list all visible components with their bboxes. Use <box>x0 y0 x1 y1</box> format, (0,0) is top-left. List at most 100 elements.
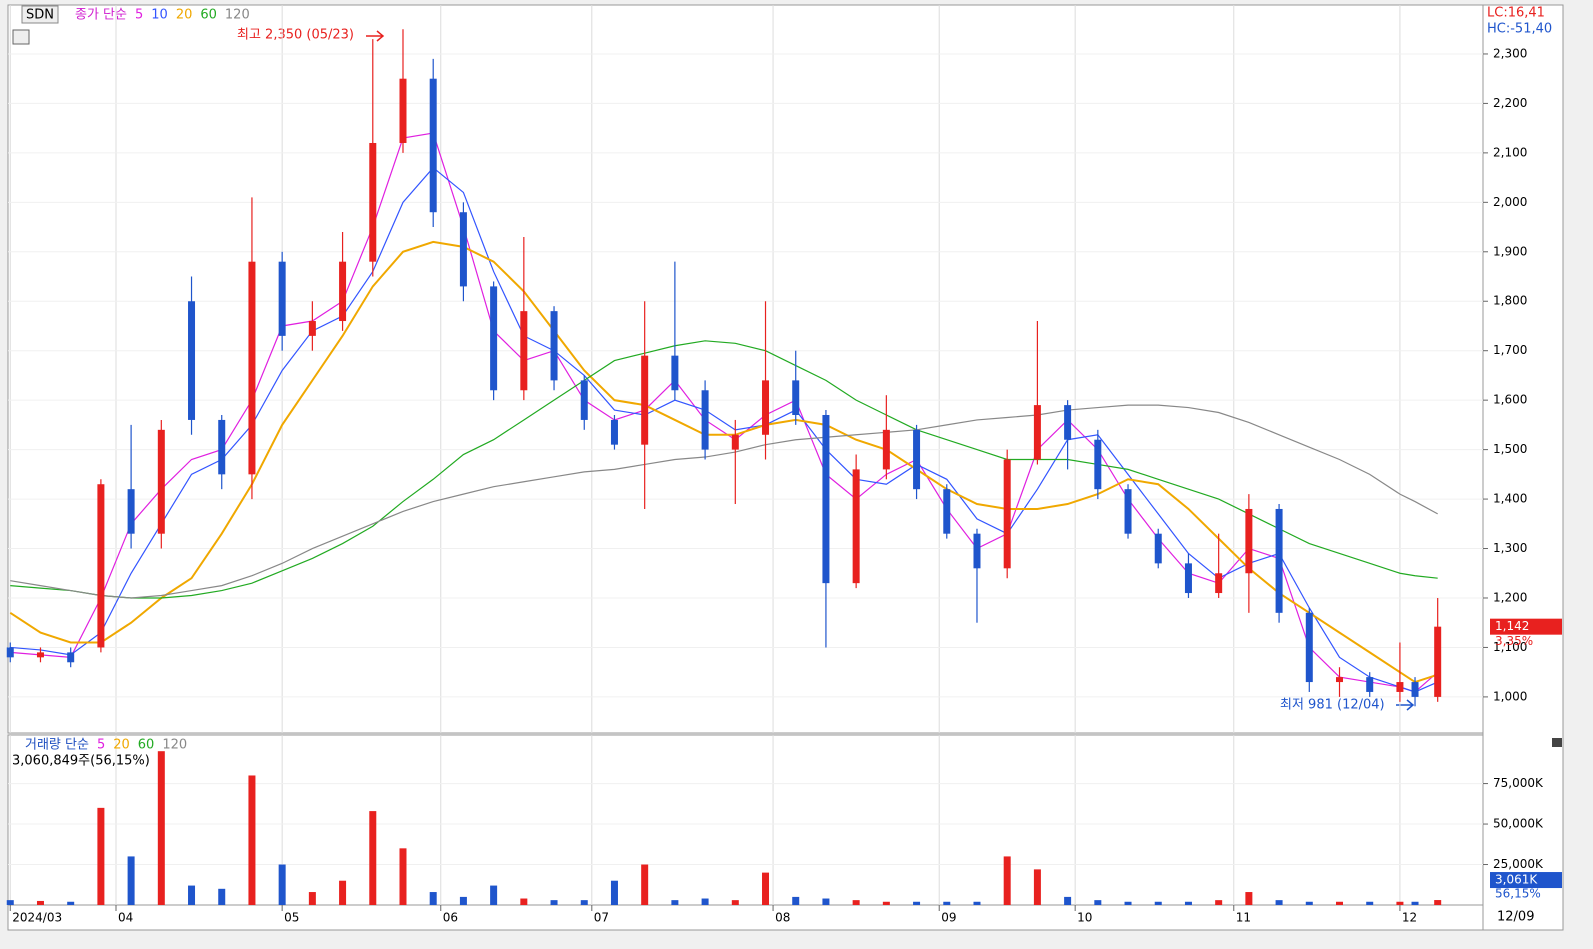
legend-entry: 20 <box>176 8 193 23</box>
candle-body <box>1336 677 1344 683</box>
y-tick-label: 1,200 <box>1493 590 1527 604</box>
x-tick-label: 11 <box>1236 911 1251 925</box>
low-annotation: 최저 981 (12/04) <box>1280 698 1385 713</box>
volume-bar <box>671 900 679 905</box>
volume-bar <box>520 898 528 905</box>
volume-bar <box>550 900 558 905</box>
candle-body <box>610 419 618 445</box>
volume-bar <box>1033 869 1041 905</box>
volume-bar <box>1366 901 1374 905</box>
candle-body <box>399 78 407 143</box>
volume-bar <box>1275 900 1283 905</box>
candle-body <box>1366 677 1374 692</box>
y-tick-label: 75,000K <box>1493 776 1544 790</box>
volume-bar <box>580 900 588 905</box>
volume-bar <box>731 900 739 905</box>
volume-bar <box>429 892 437 905</box>
volume-bar <box>943 901 951 905</box>
volume-bar <box>762 872 770 905</box>
candle-body <box>822 414 830 584</box>
candle-body <box>308 321 316 336</box>
arrow <box>366 30 385 42</box>
volume-bar <box>248 775 256 905</box>
volume-bar <box>1154 901 1162 905</box>
x-tick-label: 2024/03 <box>12 911 62 925</box>
price-panel <box>7 4 1484 734</box>
volume-panel <box>7 734 1484 906</box>
y-tick-label: 2,000 <box>1493 195 1527 209</box>
y-tick-label: 2,200 <box>1493 96 1527 110</box>
candle-body <box>580 380 588 420</box>
volume-bar <box>67 901 75 905</box>
volume-bar <box>188 885 196 905</box>
candle-body <box>278 261 286 336</box>
candle-body <box>1245 508 1253 574</box>
x-tick-label: 05 <box>284 911 299 925</box>
volume-bar <box>399 848 407 905</box>
legend-entry: 60 <box>200 8 217 23</box>
x-axis-strip <box>7 904 1484 931</box>
volume-bar <box>973 901 981 905</box>
x-tick-label: 08 <box>775 911 790 925</box>
volume-bar <box>6 900 14 905</box>
candle-body <box>369 142 377 262</box>
volume-bar <box>1124 901 1132 905</box>
volume-ratio: 56,15% <box>1495 887 1541 901</box>
candle-body <box>1094 439 1102 490</box>
candle-body <box>792 380 800 415</box>
y-tick-label: 1,400 <box>1493 492 1527 506</box>
legend-prefix: 거래량 단순 <box>25 738 89 753</box>
volume-bar <box>1434 900 1442 905</box>
candle-body <box>218 419 226 475</box>
candle-body <box>339 261 347 322</box>
candle-body <box>913 429 921 490</box>
legend-entry: 60 <box>138 738 155 753</box>
candle-body <box>67 652 75 663</box>
y-tick-label: 50,000K <box>1493 817 1544 831</box>
candle-body <box>762 380 770 435</box>
volume-bar <box>1003 856 1011 905</box>
hc: HC:-51,40 <box>1487 22 1552 37</box>
y-tick-label: 1,000 <box>1493 689 1527 703</box>
x-tick-label: 12 <box>1402 911 1417 925</box>
symbol-box[interactable] <box>21 5 59 24</box>
y-tick-label: 1,700 <box>1493 343 1527 357</box>
y-tick-label: 1,300 <box>1493 541 1527 555</box>
volume-bar <box>278 864 286 905</box>
candle-body <box>6 647 14 658</box>
ma-line <box>10 340 1438 599</box>
last-volume: 3,061K <box>1495 873 1538 887</box>
volume-bar <box>490 885 498 905</box>
grid-icon[interactable] <box>12 29 30 45</box>
candle-body <box>188 301 196 420</box>
y-tick-label: 1,600 <box>1493 393 1527 407</box>
volume-bar <box>127 856 135 905</box>
candle-body <box>882 429 890 470</box>
volume-bar <box>218 888 226 905</box>
candle-body <box>550 311 558 381</box>
candle-body <box>520 311 528 391</box>
candle-body <box>852 469 860 584</box>
legend-prefix: 종가 단순 <box>75 8 127 23</box>
volume-bar <box>1305 901 1313 905</box>
panel-button[interactable] <box>1552 738 1562 747</box>
y-tick-label: 25,000K <box>1493 857 1544 871</box>
lc: LC:16,41 <box>1487 6 1545 21</box>
candle-body <box>973 533 981 569</box>
legend-entry: 120 <box>162 738 187 753</box>
candle-body <box>157 429 165 534</box>
volume-bar <box>610 880 618 905</box>
y-tick-label: 1,900 <box>1493 244 1527 258</box>
volume-bar <box>459 896 467 905</box>
volume-bar <box>1064 896 1072 905</box>
x-tick-label: 10 <box>1077 911 1092 925</box>
volume-bar <box>308 892 316 905</box>
volume-bar <box>369 811 377 905</box>
volume-bar <box>701 898 709 905</box>
last-price-box <box>1490 618 1562 635</box>
volume-bar <box>36 900 44 905</box>
x-tick-label: 06 <box>443 911 458 925</box>
candle-body <box>1434 626 1442 697</box>
legend-entry: 20 <box>113 738 130 753</box>
